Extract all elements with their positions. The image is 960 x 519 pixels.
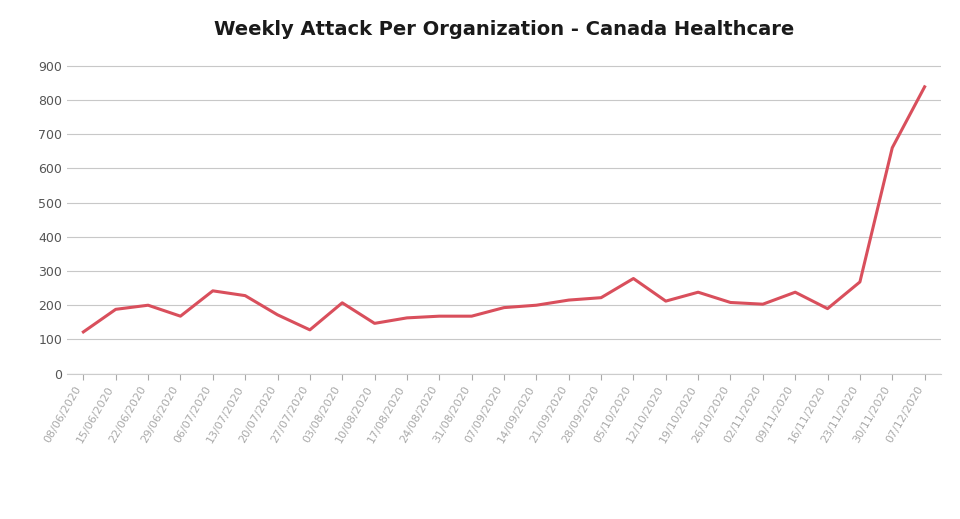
Title: Weekly Attack Per Organization - Canada Healthcare: Weekly Attack Per Organization - Canada …: [214, 20, 794, 39]
